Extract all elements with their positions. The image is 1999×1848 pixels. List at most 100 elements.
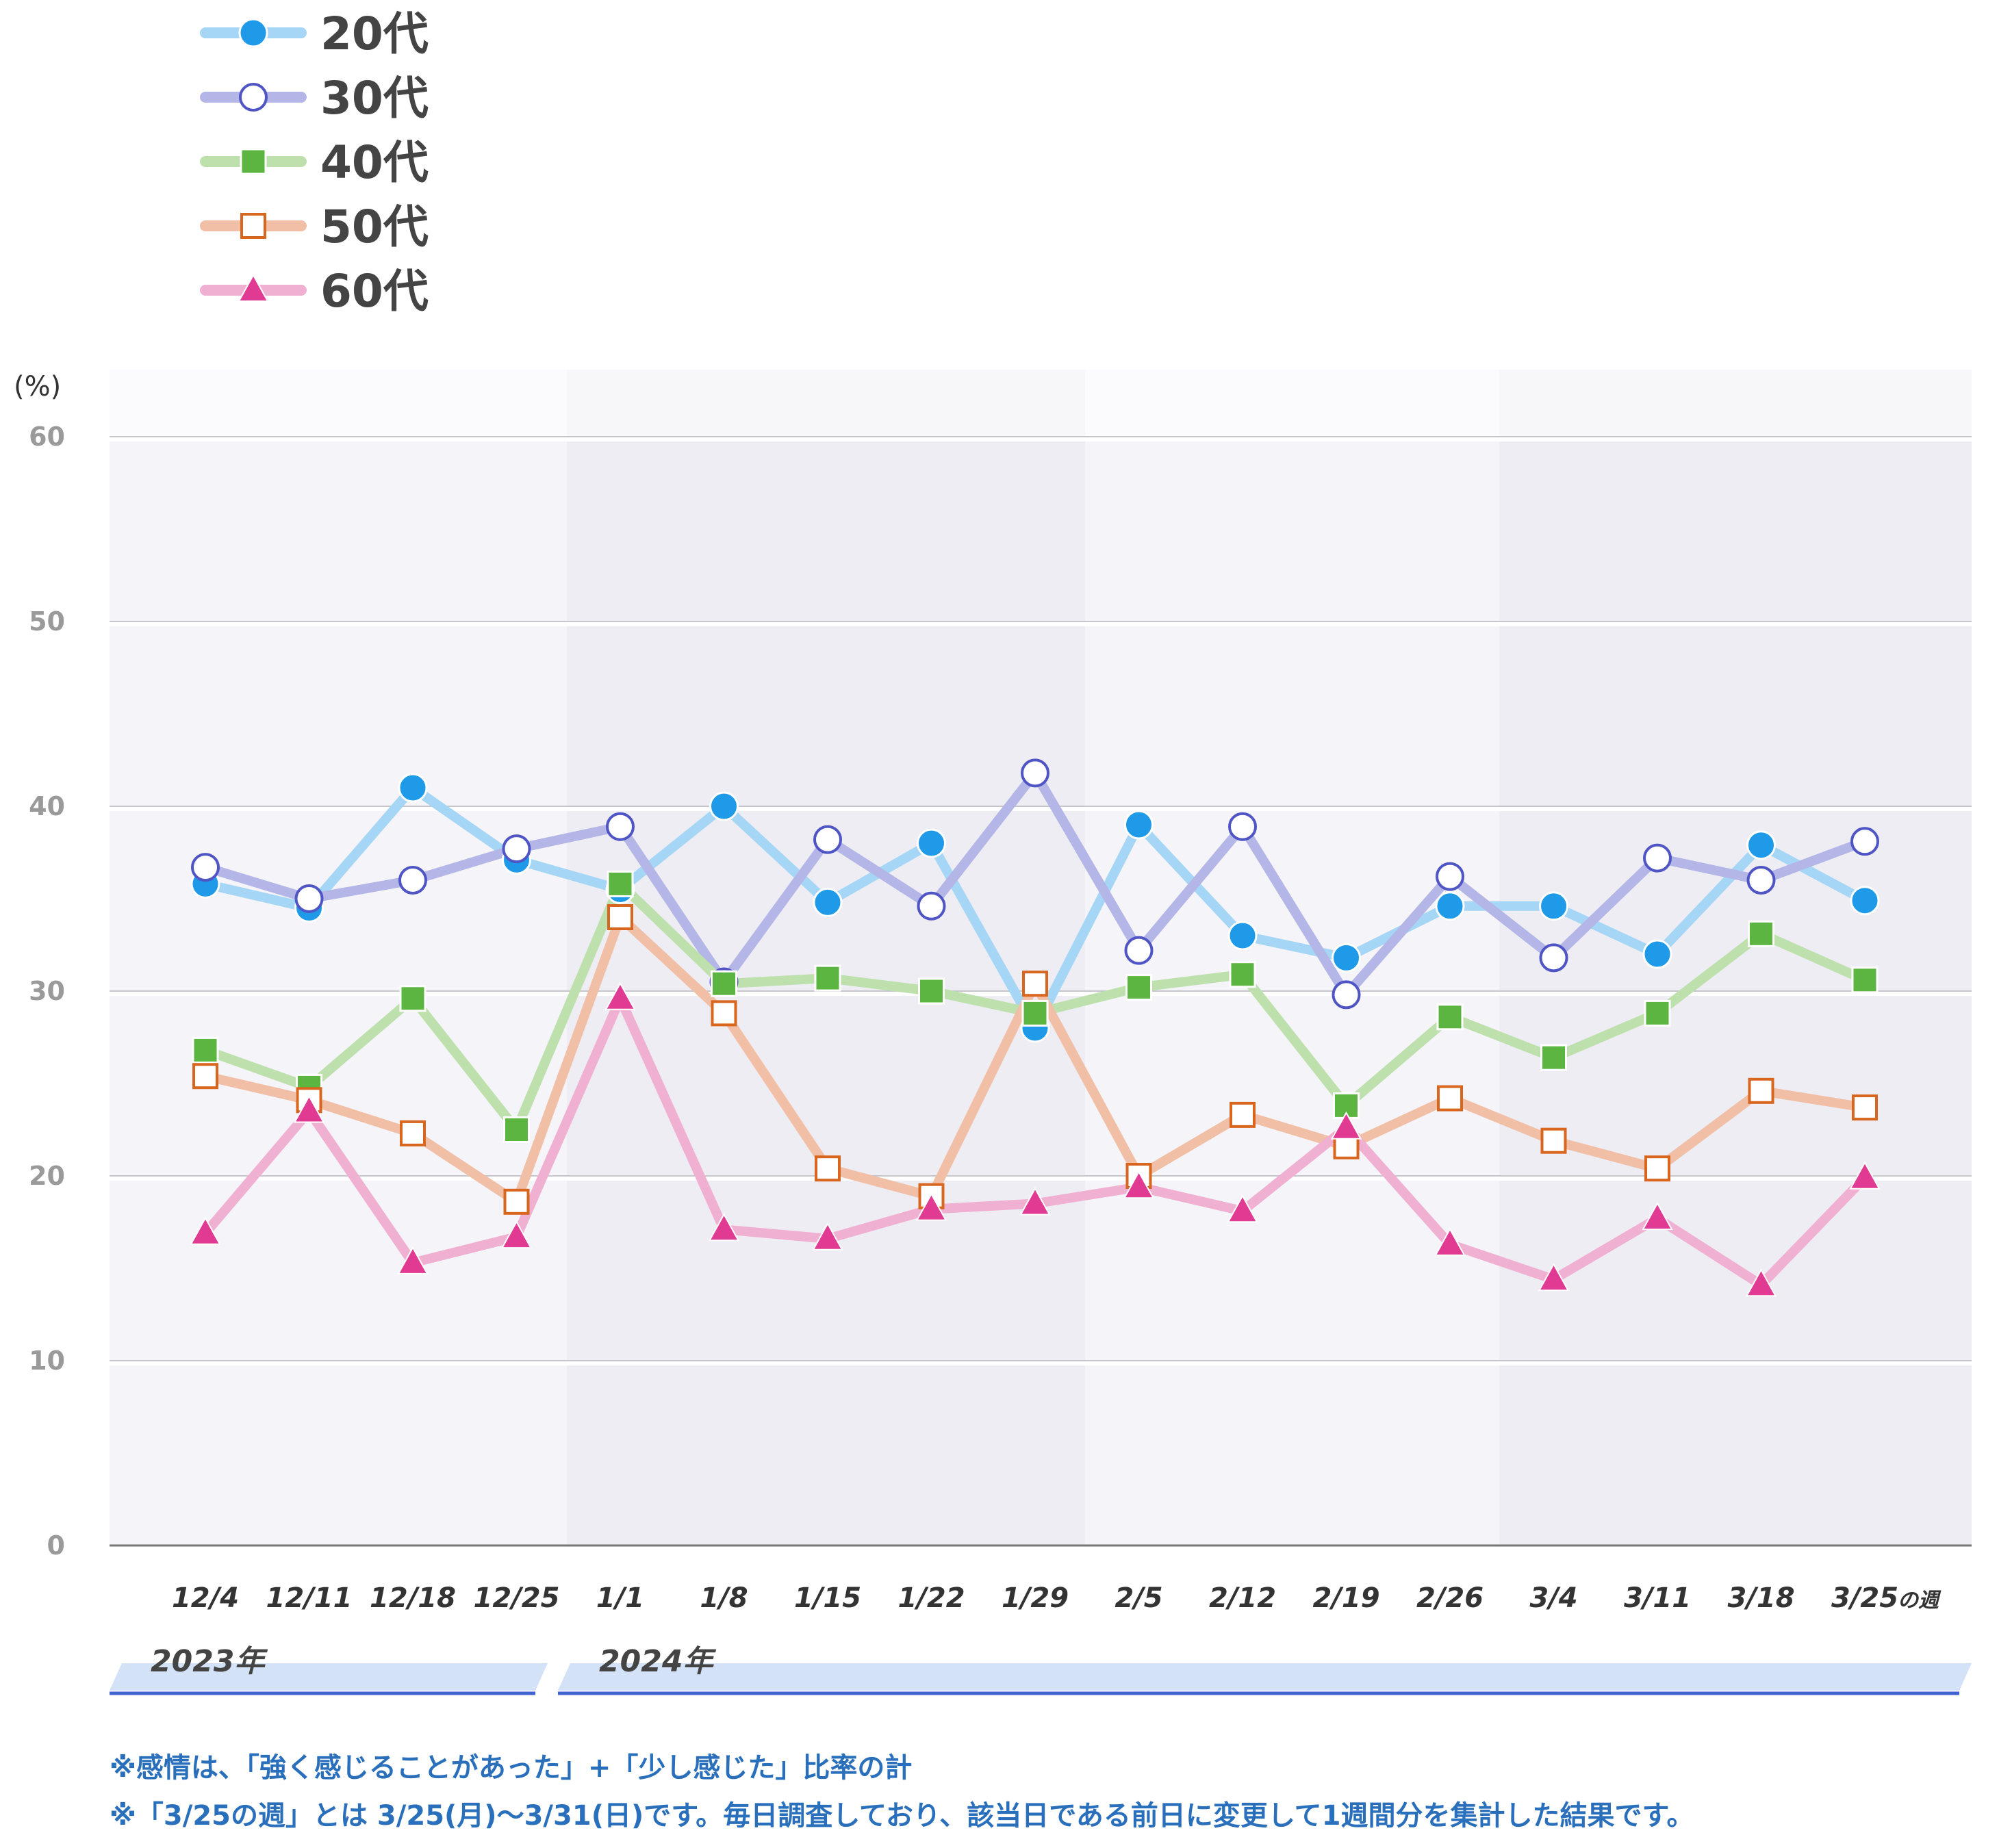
data-point (606, 812, 635, 841)
data-point (502, 834, 531, 864)
y-tick-label: 40 (29, 791, 65, 821)
data-point (1230, 1101, 1256, 1128)
data-point (1540, 1127, 1567, 1154)
data-point (814, 964, 841, 992)
data-point (1644, 1155, 1670, 1182)
data-point (500, 1220, 533, 1249)
data-point (1332, 942, 1361, 973)
x-tick-label: 3/4 (1529, 1582, 1577, 1614)
legend: 20代 30代 40代 50代 60代 (200, 8, 429, 318)
data-point (711, 970, 737, 997)
data-point (192, 1063, 218, 1090)
data-point (711, 1000, 737, 1027)
data-point (812, 1222, 843, 1250)
data-point (1330, 1111, 1362, 1140)
data-point (917, 891, 946, 921)
data-point (1539, 891, 1568, 921)
data-point (191, 853, 220, 882)
data-point (1021, 999, 1049, 1027)
data-point (192, 1036, 219, 1064)
data-point (503, 1116, 530, 1143)
data-point (1123, 1170, 1155, 1199)
x-tick-label: 3/18 (1727, 1582, 1794, 1614)
y-tick-label: 30 (29, 976, 65, 1006)
x-tick-label: 2/19 (1312, 1582, 1379, 1614)
data-point (1021, 758, 1049, 788)
x-tick-label: 12/11 (266, 1582, 353, 1614)
data-point (1642, 939, 1672, 969)
x-tick-label: 12/4 (172, 1582, 239, 1614)
legend-marker (239, 83, 268, 112)
data-point (1748, 1077, 1774, 1104)
x-tick-label: 2/5 (1115, 1582, 1162, 1614)
y-tick-label: 50 (29, 606, 65, 637)
data-point (1850, 886, 1880, 916)
data-point (1852, 1094, 1878, 1121)
data-point (1748, 920, 1774, 947)
data-point (293, 1094, 325, 1123)
data-point (190, 1216, 221, 1245)
legend-label: 20代 (320, 8, 429, 60)
data-point (917, 828, 946, 858)
data-point (1746, 866, 1776, 895)
data-point (294, 884, 324, 913)
x-tick-label: 12/18 (370, 1582, 456, 1614)
legend-marker (240, 213, 266, 239)
data-point (1227, 921, 1258, 951)
data-point (400, 1120, 426, 1146)
legend-label: 30代 (320, 72, 429, 125)
x-tick-label: 1/15 (794, 1582, 861, 1614)
data-point (1228, 812, 1257, 841)
data-point (1850, 827, 1879, 856)
legend-marker (238, 18, 268, 48)
data-point (1434, 1227, 1466, 1256)
data-point (1437, 1085, 1463, 1112)
data-point (607, 870, 634, 897)
data-point (1745, 1268, 1777, 1297)
data-point (1849, 1161, 1881, 1190)
plot-shade-band (567, 370, 1085, 1545)
x-tick-label: 1/22 (897, 1582, 965, 1614)
legend-marker (240, 148, 267, 175)
x-tick-suffix: の週 (1898, 1589, 1941, 1613)
y-tick-label: 10 (29, 1346, 65, 1376)
data-point (1022, 971, 1048, 997)
data-point (397, 1246, 429, 1274)
x-tick-label: 2/26 (1416, 1582, 1484, 1614)
x-tick-label: 3/11 (1624, 1582, 1691, 1614)
data-point (1538, 1263, 1570, 1292)
data-point (503, 1188, 530, 1215)
data-point (1435, 891, 1465, 921)
footnote-2: ※「3/25の週」とは 3/25(月)～3/31(日)です。毎日調査しており、該… (110, 1800, 1694, 1832)
data-point (1644, 999, 1671, 1027)
data-point (1851, 966, 1879, 994)
x-tick-label: 2/12 (1209, 1582, 1276, 1614)
data-point (1124, 810, 1154, 840)
year-bands: 2023年 2024年 (110, 1644, 1972, 1695)
data-point (398, 773, 428, 803)
data-point (1540, 1044, 1567, 1071)
data-point (815, 1155, 841, 1182)
data-point (399, 985, 426, 1012)
data-point (708, 1213, 740, 1242)
data-point (1436, 862, 1464, 891)
data-point (1642, 1202, 1673, 1231)
year-band (110, 1663, 548, 1691)
year-band (558, 1663, 1972, 1691)
legend-label: 60代 (320, 265, 429, 318)
data-point (915, 1192, 947, 1221)
x-tick-label: 1/8 (700, 1582, 748, 1614)
data-point (1227, 1194, 1258, 1223)
y-tick-label: 0 (47, 1530, 65, 1561)
y-axis-unit: (%) (14, 371, 61, 402)
data-point (604, 981, 636, 1010)
data-point (709, 791, 739, 821)
data-point (1019, 1187, 1051, 1216)
data-point (813, 887, 843, 917)
x-tick-label: 12/25 (474, 1582, 560, 1614)
plot-top-fade (110, 370, 1972, 438)
y-tick-label: 20 (29, 1161, 65, 1191)
data-point (1539, 943, 1568, 973)
x-tick-label: 1/29 (1002, 1582, 1069, 1614)
